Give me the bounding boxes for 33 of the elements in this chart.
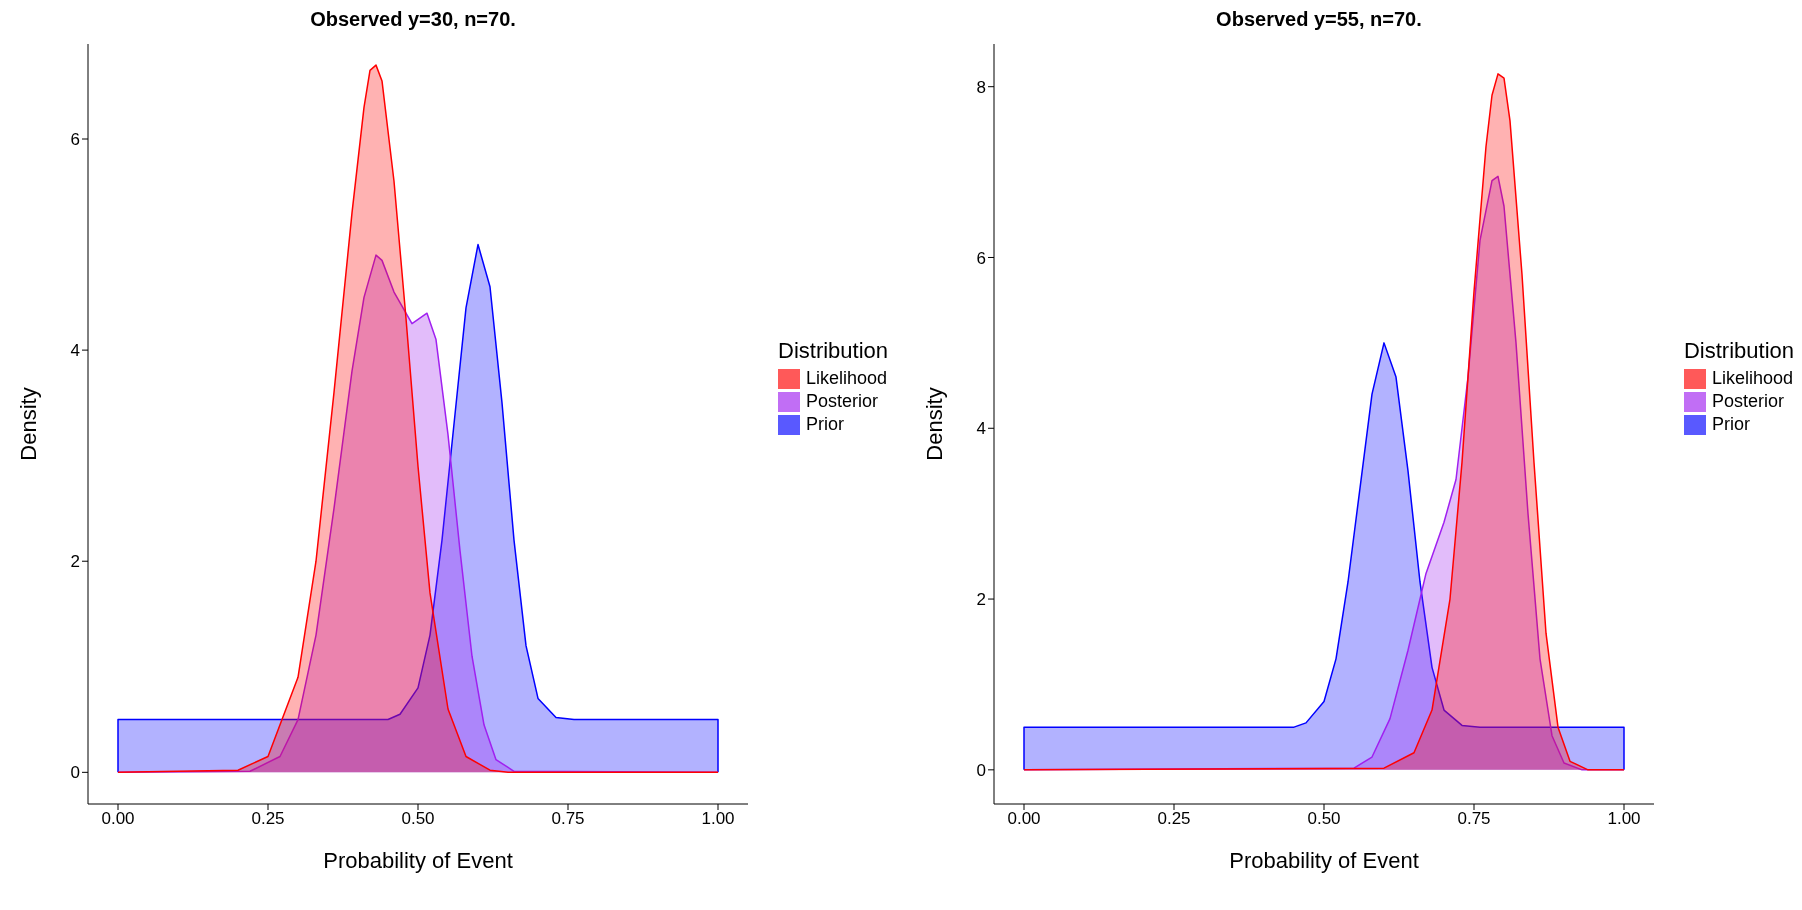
y-tick-label: 2	[70, 552, 80, 572]
chart-title: Observed y=55, n=70.	[1215, 8, 1423, 32]
x-tick-label: 0.00	[1007, 809, 1041, 829]
y-tick-label: 2	[976, 590, 986, 610]
x-tick-label: 0.25	[251, 809, 285, 829]
y-tick-label: 0	[976, 760, 986, 780]
x-tick-label: 0.25	[1157, 809, 1191, 829]
y-tick-label: 0	[70, 763, 80, 783]
legend-label: Prior	[806, 414, 845, 435]
y-axis-title: Density	[15, 387, 41, 461]
y-tick-label: 6	[70, 130, 80, 150]
y-tick-label: 6	[976, 248, 986, 268]
legend-title: Distribution	[778, 338, 889, 364]
x-tick-label: 1.00	[1607, 809, 1641, 829]
legend-label: Likelihood	[806, 368, 888, 389]
legend-label: Prior	[1711, 414, 1750, 435]
y-axis-title: Density	[921, 387, 947, 461]
legend-label: Likelihood	[1711, 368, 1794, 389]
chart-title: Observed y=30, n=70.	[309, 8, 517, 32]
x-axis-title: Probability of Event	[1229, 848, 1419, 873]
x-axis-title: Probability of Event	[323, 848, 513, 873]
x-tick-label: 0.50	[1307, 809, 1341, 829]
legend-title: Distribution	[1683, 338, 1794, 364]
x-tick-label: 0.75	[1457, 809, 1491, 829]
x-tick-label: 0.75	[551, 809, 585, 829]
x-tick-label: 0.00	[101, 809, 135, 829]
y-tick-label: 4	[976, 419, 986, 439]
x-tick-label: 1.00	[701, 809, 735, 829]
y-tick-label: 4	[70, 341, 80, 361]
legend-label: Posterior	[806, 391, 879, 412]
legend-label: Posterior	[1711, 391, 1784, 412]
x-tick-label: 0.50	[401, 809, 435, 829]
y-tick-label: 8	[976, 77, 986, 97]
